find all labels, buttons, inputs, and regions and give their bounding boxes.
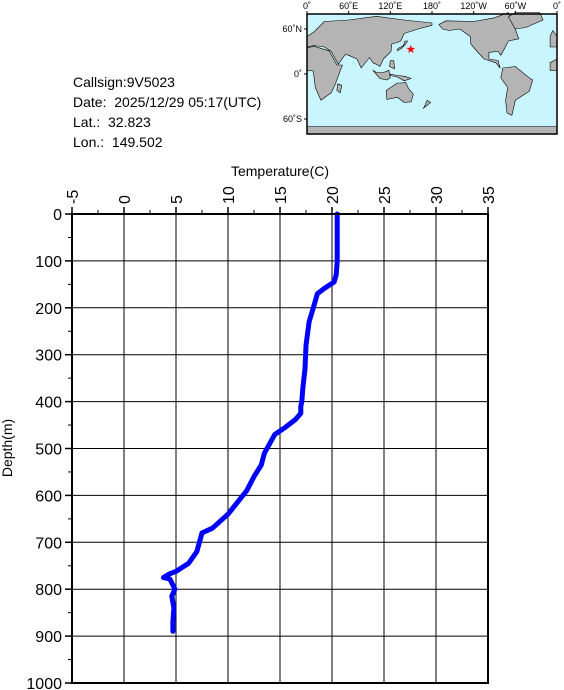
chart-series [161, 211, 340, 634]
y-tick-label: 200 [35, 301, 62, 318]
y-tick-label: 600 [35, 488, 62, 505]
x-tick-label: 35 [481, 186, 498, 204]
temperature-profile-line [161, 211, 340, 634]
map-lat-label: 60˚S [283, 114, 302, 124]
x-tick-label: 0 [117, 195, 134, 204]
y-tick-label: 100 [35, 254, 62, 271]
date-text: Date: 2025/12/29 05:17(UTC) [73, 94, 262, 110]
star-icon [406, 44, 416, 53]
x-tick-label: 20 [325, 186, 342, 204]
x-tick-label: 15 [273, 186, 290, 204]
map-lon-label: 0˚ [303, 1, 311, 11]
x-axis-title: Temperature(C) [231, 163, 329, 179]
y-tick-label: 0 [53, 207, 62, 224]
y-tick-label: 300 [35, 348, 62, 365]
map-lon-label: 0˚ [553, 1, 561, 11]
map-lon-label: 180˚ [423, 1, 441, 11]
map-lat-label: 0˚ [294, 69, 302, 79]
float-info: Callsign:9V5023 Date: 2025/12/29 05:17(U… [73, 72, 261, 152]
x-tick-label: 10 [221, 186, 238, 204]
latitude-text: Lat.: 32.823 [73, 114, 151, 130]
callsign-text: Callsign:9V5023 [73, 74, 175, 90]
map-lon-label: 60˚W [505, 1, 527, 11]
x-tick-label: 5 [169, 195, 186, 204]
y-tick-label: 700 [35, 535, 62, 552]
longitude-text: Lon.: 149.502 [73, 134, 163, 150]
location-map: 0˚ 60˚E 120˚E 180˚ 120˚W 60˚W 0˚ 60˚N 0˚ 60˚S [282, 1, 561, 135]
y-axis-title: Depth(m) [0, 419, 15, 477]
y-tick-label: 400 [35, 395, 62, 412]
map-lon-label: 120˚E [378, 1, 402, 11]
y-tick-label: 1000 [26, 676, 62, 690]
map-lon-label: 60˚E [339, 1, 358, 11]
map-lat-label: 60˚N [282, 24, 302, 34]
y-tick-label: 800 [35, 582, 62, 599]
map-land [306, 12, 558, 135]
y-tick-label: 500 [35, 442, 62, 459]
x-tick-label: -5 [65, 190, 82, 204]
chart-grid [71, 213, 489, 684]
x-tick-label: 30 [429, 186, 446, 204]
map-lon-label: 120˚W [460, 1, 487, 11]
x-tick-label: 25 [377, 186, 394, 204]
y-tick-label: 900 [35, 629, 62, 646]
